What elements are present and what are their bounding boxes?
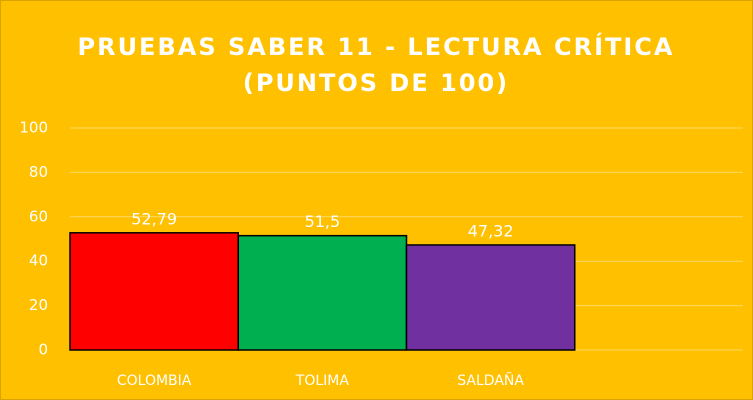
x-tick-label: TOLIMA [295,373,350,389]
y-tick-label: 20 [29,296,48,314]
x-tick-label: COLOMBIA [117,373,192,389]
data-label: 47,32 [468,221,514,240]
bar [237,234,408,351]
chart-title: (PUNTOS DE 100) [243,69,509,97]
y-tick-label: 60 [29,207,48,225]
y-tick-label: 100 [19,119,48,137]
chart-title: PRUEBAS SABER 11 - LECTURA CRÍTICA [78,32,675,61]
y-tick-label: 0 [38,341,48,359]
bar [69,232,239,351]
data-label: 51,5 [305,212,341,231]
bar [405,244,576,351]
y-tick-label: 40 [29,252,48,270]
y-tick-label: 80 [29,163,48,181]
x-tick-label: SALDAÑA [457,372,524,389]
data-label: 52,79 [131,209,177,228]
